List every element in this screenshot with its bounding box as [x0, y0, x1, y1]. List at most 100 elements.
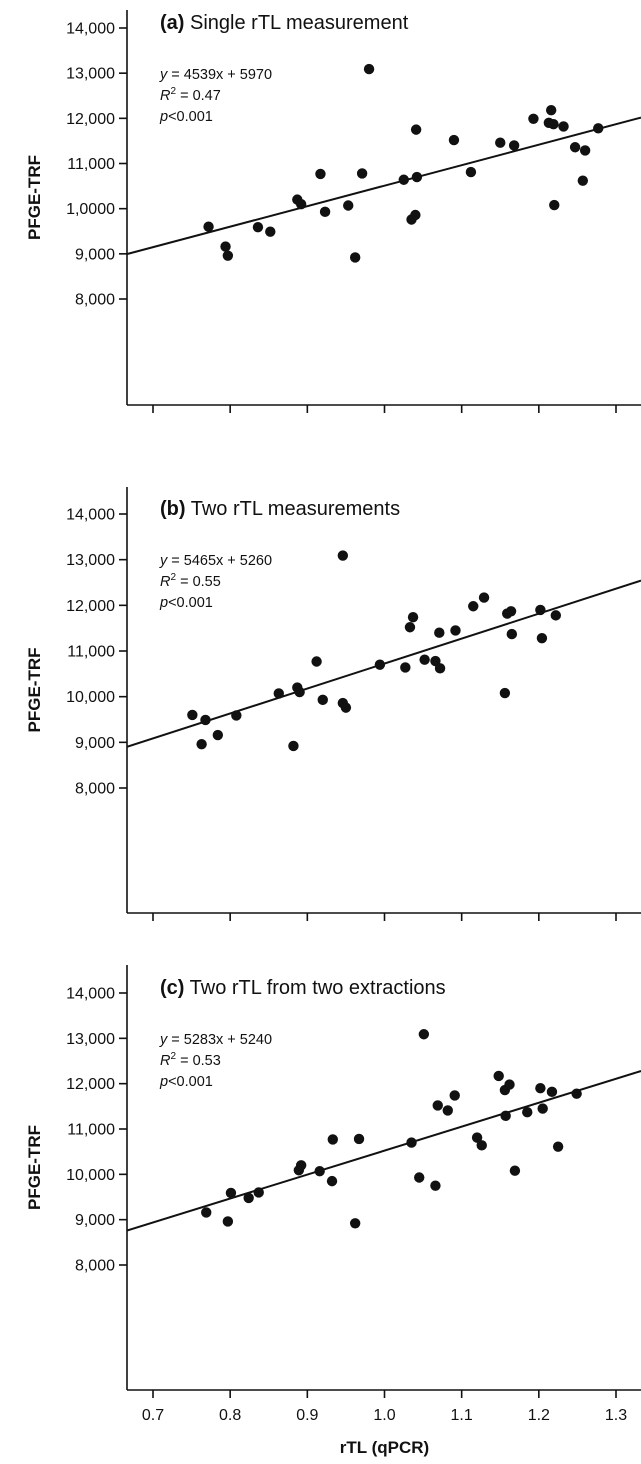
- data-point: [404, 622, 416, 633]
- y-tick-label: 14,000: [66, 507, 115, 524]
- data-point: [549, 199, 560, 211]
- y-tick-label: 9,000: [75, 1212, 115, 1229]
- data-point: [203, 221, 214, 232]
- data-point: [327, 1134, 338, 1145]
- data-point: [273, 688, 284, 699]
- data-point: [579, 145, 591, 156]
- data-point: [400, 662, 411, 673]
- x-tick-label: 0.7: [142, 1407, 164, 1424]
- data-point: [252, 221, 264, 233]
- data-point: [343, 200, 354, 211]
- y-tick-label: 11,000: [67, 644, 115, 661]
- data-point: [577, 175, 589, 186]
- panel-title: (a) Single rTL measurement: [160, 12, 409, 34]
- data-point: [212, 729, 224, 741]
- data-point: [187, 709, 198, 721]
- y-tick-label: 8,000: [75, 1258, 115, 1275]
- data-point: [450, 625, 461, 636]
- data-point: [353, 1133, 365, 1145]
- data-point: [478, 592, 490, 603]
- data-point: [465, 166, 477, 178]
- data-point: [506, 628, 518, 640]
- x-tick-label: 1.0: [373, 1407, 395, 1424]
- panel-title: (b) Two rTL measurements: [160, 498, 400, 520]
- chart-panel-1: 8,000 9,000 1,0000 11,000 12,000 13,000 14,000…: [25, 10, 641, 413]
- data-point: [231, 710, 242, 721]
- data-point: [410, 124, 422, 135]
- data-point: [419, 654, 430, 665]
- x-tick-label: 1.2: [528, 1407, 550, 1424]
- data-point: [493, 1070, 504, 1082]
- r-squared: R2 = 0.55: [160, 572, 221, 590]
- panel-letter: (b): [160, 498, 186, 520]
- data-point: [508, 140, 520, 151]
- panel-title-text: Single rTL measurement: [184, 12, 408, 34]
- y-tick-label: 9,000: [75, 735, 115, 752]
- regression-equation: y = 5283x + 5240: [159, 1032, 272, 1048]
- data-point: [196, 738, 207, 750]
- data-point: [505, 606, 517, 617]
- panel-title-text: Two rTL from two extractions: [184, 977, 445, 999]
- data-point: [222, 250, 234, 261]
- y-tick-label: 9,000: [75, 246, 115, 263]
- data-point: [295, 198, 307, 210]
- regression-equation: y = 4539x + 5970: [159, 67, 272, 83]
- y-tick-label: 12,000: [66, 1076, 115, 1093]
- y-tick-label: 11,000: [67, 156, 115, 173]
- data-point: [337, 550, 349, 561]
- y-axis-label: PFGE-TRF: [25, 648, 44, 733]
- data-point: [509, 1165, 521, 1176]
- data-point: [535, 1083, 546, 1094]
- data-point: [315, 168, 326, 180]
- r-squared: R2 = 0.47: [160, 86, 221, 104]
- y-tick-label: 13,000: [66, 66, 115, 83]
- panel-letter: (a): [160, 12, 184, 34]
- y-tick-label: 13,000: [66, 1031, 115, 1048]
- y-axis-label: PFGE-TRF: [25, 1125, 44, 1210]
- regression-line: [126, 1070, 641, 1232]
- data-point: [220, 241, 231, 252]
- data-point: [294, 686, 305, 698]
- data-point: [349, 252, 361, 263]
- y-tick-label: 13,000: [66, 552, 115, 569]
- data-point: [411, 171, 423, 183]
- panel-title-text: Two rTL measurements: [186, 498, 401, 520]
- data-point: [374, 659, 386, 670]
- data-point: [414, 1172, 425, 1183]
- data-point: [326, 1175, 338, 1187]
- y-tick-label: 8,000: [75, 781, 115, 798]
- data-point: [504, 1079, 515, 1090]
- data-point: [528, 113, 539, 124]
- data-point: [398, 174, 409, 185]
- data-point: [593, 123, 604, 134]
- chart-panel-2: 8,000 9,000 10,000 11,000 12,000 13,000 14,000…: [25, 487, 641, 921]
- data-point: [225, 1187, 237, 1199]
- data-point: [537, 1103, 548, 1114]
- x-tick-label: 0.9: [296, 1407, 318, 1424]
- data-point: [295, 1160, 307, 1171]
- data-point: [548, 119, 559, 130]
- data-point: [569, 142, 581, 153]
- x-tick-label: 1.1: [451, 1407, 473, 1424]
- y-axis-label: PFGE-TRF: [25, 155, 44, 240]
- x-tick-label: 0.8: [219, 1407, 241, 1424]
- data-point: [499, 687, 511, 699]
- y-tick-label: 14,000: [66, 21, 115, 38]
- data-point: [536, 633, 548, 644]
- data-point: [253, 1187, 264, 1198]
- p-value: p<0.001: [159, 109, 213, 125]
- panel-letter: (c): [160, 977, 184, 999]
- y-tick-label: 12,000: [66, 598, 115, 615]
- data-point: [468, 601, 479, 612]
- regression-equation: y = 5465x + 5260: [159, 553, 272, 569]
- regression-line: [126, 116, 641, 256]
- data-point: [406, 1137, 417, 1148]
- data-point: [471, 1132, 483, 1143]
- data-point: [418, 1029, 430, 1040]
- panel-title: (c) Two rTL from two extractions: [160, 977, 446, 999]
- data-point: [410, 209, 421, 221]
- data-point: [201, 1207, 212, 1218]
- data-point: [546, 1086, 558, 1098]
- x-tick-label: 1.3: [605, 1407, 627, 1424]
